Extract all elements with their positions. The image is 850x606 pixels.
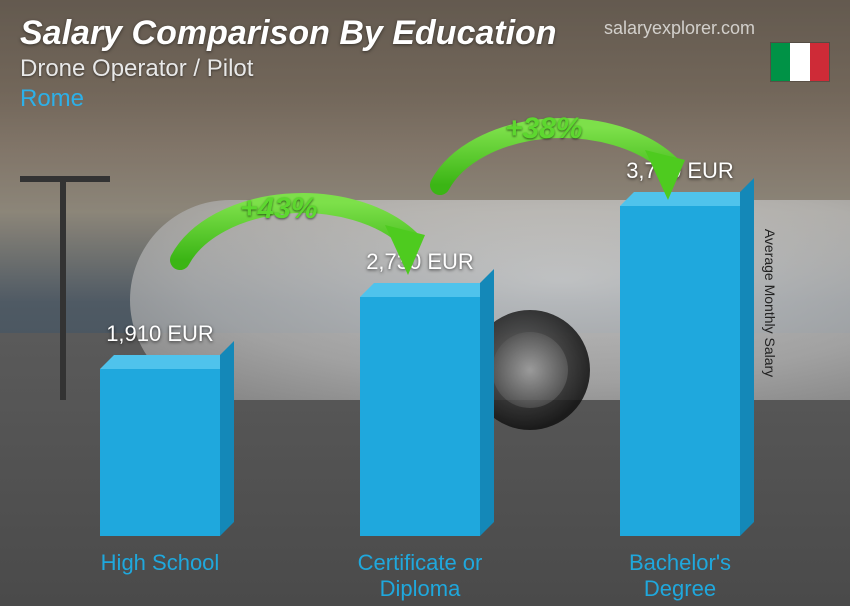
bar-top: [360, 283, 494, 297]
bar-label: Certificate orDiploma: [300, 550, 540, 602]
bar-label: High School: [40, 550, 280, 576]
y-axis-label: Average Monthly Salary: [762, 229, 778, 377]
bar: [360, 297, 480, 536]
bar-front: [360, 297, 480, 536]
flag-stripe-3: [810, 43, 829, 81]
bar-front: [100, 369, 220, 536]
bar: [620, 206, 740, 536]
bar-label: Bachelor'sDegree: [560, 550, 800, 602]
bar-side: [480, 269, 494, 536]
italy-flag-icon: [770, 42, 830, 82]
page-location: Rome: [20, 85, 830, 113]
watermark: salaryexplorer.com: [604, 18, 755, 39]
page-subtitle: Drone Operator / Pilot: [20, 55, 830, 83]
bar-side: [740, 178, 754, 536]
bar-front: [620, 206, 740, 536]
flag-stripe-2: [790, 43, 809, 81]
flag-stripe-1: [771, 43, 790, 81]
bar-side: [220, 341, 234, 536]
bar-top: [100, 355, 234, 369]
bar: [100, 369, 220, 536]
bar-value: 1,910 EUR: [60, 321, 260, 347]
increase-percent: +43%: [240, 192, 318, 226]
header: Salary Comparison By Education Drone Ope…: [0, 0, 850, 113]
increase-percent: +38%: [505, 112, 583, 146]
